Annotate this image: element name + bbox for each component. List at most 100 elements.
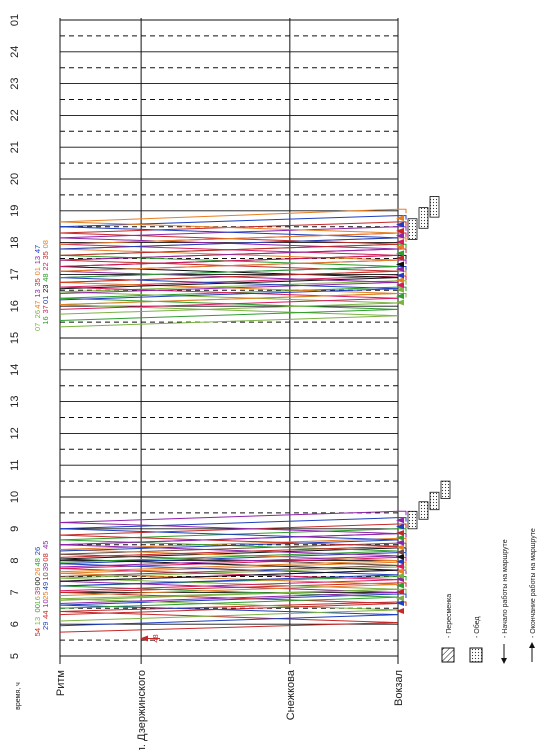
route-number-label: 45 — [41, 541, 50, 549]
start-arrow-marker — [396, 261, 404, 268]
time-tick-labels: 5 6 7 8 9 10 11 12 13 14 15 16 17 18 19 20 21 22 23 24 01 — [9, 14, 21, 659]
start-arrow-marker — [396, 595, 404, 602]
time-tick-label: 11 — [9, 459, 21, 470]
route-number-label: 10 — [41, 599, 50, 607]
start-arrow-marker — [396, 232, 404, 239]
lunch-break-box — [418, 501, 429, 520]
end-hook — [398, 208, 407, 214]
trip-line — [59, 544, 399, 557]
route-number-label: 26 — [33, 568, 42, 576]
trip-line — [59, 593, 399, 606]
trip-line — [59, 265, 399, 279]
time-tick-label: 8 — [9, 558, 21, 564]
route-number-label: 01 — [33, 267, 42, 275]
route-number-label: 48 — [41, 273, 50, 281]
legend-label: - Окончание работы на маршруте — [529, 528, 537, 638]
trip-line — [59, 292, 399, 306]
trip-line — [59, 558, 399, 571]
end-hook — [398, 517, 407, 522]
end-hook — [398, 588, 407, 594]
trip-line — [59, 609, 399, 622]
trip-line — [59, 610, 399, 624]
start-arrow-marker — [396, 215, 404, 222]
route-number-label: 22 — [41, 262, 50, 270]
trip-line — [59, 237, 399, 250]
time-tick-label: 24 — [9, 46, 21, 58]
axis-label: время, ч — [15, 682, 22, 710]
trip-line — [59, 553, 399, 566]
start-arrow-marker — [396, 293, 404, 300]
time-tick-label: 7 — [9, 589, 21, 595]
start-arrow-marker — [396, 544, 404, 551]
start-arrow-marker — [396, 568, 404, 575]
trip-line — [59, 568, 399, 581]
start-arrow-marker — [396, 549, 404, 556]
end-hook — [398, 286, 407, 292]
trip-line — [59, 574, 399, 587]
start-arrow-marker — [396, 299, 404, 306]
time-tick-label: 17 — [9, 268, 21, 280]
trip-line — [59, 291, 399, 304]
trip-line — [59, 585, 399, 598]
trip-line — [59, 537, 399, 550]
time-tick-label: 5 — [9, 653, 21, 659]
route-number-label: 00 — [33, 604, 42, 612]
stop-label: Ул. Дзержинского — [136, 670, 148, 750]
trip-line — [59, 208, 399, 223]
trip-line — [59, 555, 399, 568]
trip-line — [59, 547, 399, 560]
trip-line — [59, 232, 399, 245]
time-tick-label: 6 — [9, 621, 21, 627]
time-tick-label: 22 — [9, 109, 21, 121]
start-arrow-marker — [396, 254, 404, 261]
time-tick-label: 20 — [9, 173, 21, 185]
time-tick-label: 01 — [9, 14, 21, 26]
end-hook — [398, 221, 407, 226]
route-number-label: 26 — [33, 547, 42, 555]
lunch-break-box — [407, 510, 418, 530]
trip-line — [59, 560, 399, 573]
trip-line — [59, 552, 399, 565]
trip-line — [59, 601, 399, 612]
route-number-label: 39 — [41, 563, 50, 571]
route-number-label: 13 — [33, 256, 42, 264]
trip-line — [59, 304, 399, 317]
legend-start-arrowhead-icon — [501, 658, 507, 664]
start-arrow-marker — [396, 272, 404, 279]
trip-line — [59, 556, 399, 570]
time-tick-label: 23 — [9, 77, 21, 89]
trip-line — [59, 579, 399, 592]
start-arrow-marker — [396, 588, 404, 595]
start-arrow-marker — [396, 286, 404, 293]
start-arrow-marker — [396, 277, 404, 284]
start-arrow-marker — [396, 239, 404, 246]
trip-line — [59, 523, 399, 536]
time-tick-label: 13 — [9, 395, 21, 407]
trip-line — [59, 545, 399, 558]
route-number-label: 13 — [33, 617, 42, 625]
series-lines — [59, 208, 407, 633]
end-hook — [398, 226, 407, 231]
start-arrow-marker — [396, 530, 404, 537]
end-hook — [398, 510, 407, 516]
end-hook — [398, 243, 407, 249]
trip-line — [59, 614, 399, 627]
legend-label: - Обед — [473, 617, 481, 638]
route-number-label: 48 — [33, 558, 42, 566]
stop-label: Снежкова — [285, 669, 297, 720]
trip-line — [59, 563, 399, 576]
trip-line — [59, 588, 399, 601]
start-arrow-marker — [396, 243, 404, 250]
trip-line — [59, 603, 399, 616]
trip-line — [59, 315, 399, 328]
end-hook — [398, 292, 407, 298]
start-arrow-marker — [396, 227, 404, 234]
end-hook — [398, 232, 407, 238]
trip-line — [59, 281, 399, 294]
legend-dotted-box-icon — [469, 647, 483, 663]
end-hook — [398, 237, 407, 242]
start-arrow-marker — [396, 250, 404, 257]
start-arrow-marker — [396, 221, 404, 228]
route-number-label: 47 — [33, 245, 42, 253]
